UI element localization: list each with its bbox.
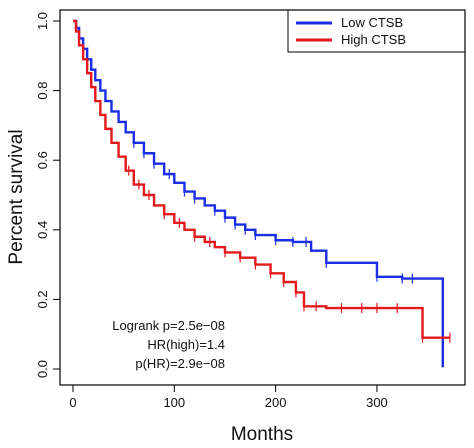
y-tick-label: 1.0	[35, 12, 50, 30]
x-axis-title: Months	[231, 424, 293, 445]
x-tick-label: 300	[366, 395, 388, 410]
y-axis-title: Percent survival	[6, 129, 27, 264]
series-layer	[73, 19, 451, 368]
annotation-logrank: Logrank p=2.5e−08	[112, 318, 225, 333]
x-tick-label: 200	[265, 395, 287, 410]
y-tick-label: 0.4	[35, 221, 50, 239]
legend: Low CTSB High CTSB	[287, 9, 466, 53]
annotation-hr: HR(high)=1.4	[147, 337, 225, 352]
survival-curve-low	[73, 19, 445, 368]
y-tick-label: 0.8	[35, 82, 50, 100]
y-tick-label: 0.2	[35, 290, 50, 308]
y-tick-label: 0.0	[35, 360, 50, 378]
legend-label-high: High CTSB	[341, 32, 406, 47]
legend-label-low: Low CTSB	[341, 15, 403, 30]
y-tick-label: 0.6	[35, 151, 50, 169]
legend-box	[287, 9, 466, 53]
plot-frame	[59, 9, 466, 386]
axes-layer: 0 100 200 300 0.0 0.2 0.4 0.6 0.8 1.0	[35, 12, 388, 410]
annotation-p-hr: p(HR)=2.9e−08	[135, 356, 225, 371]
x-tick-label: 0	[69, 395, 76, 410]
x-tick-label: 100	[163, 395, 185, 410]
